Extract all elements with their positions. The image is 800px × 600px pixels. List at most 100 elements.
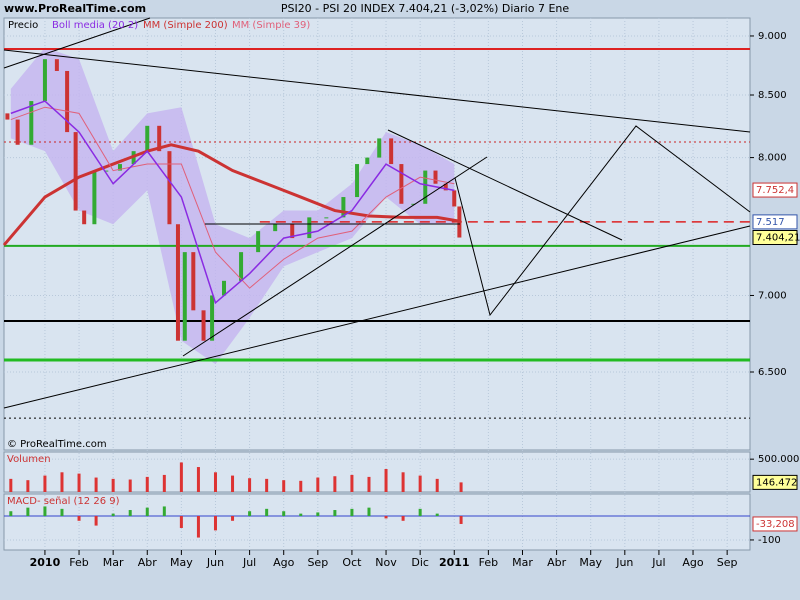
legend-boll: Boll media (20 2) <box>52 20 138 31</box>
candle <box>5 113 10 120</box>
candle <box>411 203 416 205</box>
volume-bar <box>179 462 183 492</box>
y-tick-label: 500.000 <box>758 454 799 465</box>
value-box <box>752 182 798 198</box>
value-box <box>752 474 798 490</box>
candle <box>29 101 34 145</box>
value-box-label: 7.752,4 <box>756 185 794 196</box>
volume-bar <box>111 478 115 492</box>
value-box-label: 7.404,21 <box>756 233 800 244</box>
macd-panel <box>3 493 751 551</box>
volume-bar <box>196 467 200 492</box>
macd-bar <box>333 510 337 517</box>
x-tick-label: 2011 <box>439 556 470 569</box>
volume-bar <box>248 478 252 492</box>
volume-bar <box>77 473 81 492</box>
volume-panel <box>3 451 751 493</box>
trend-line <box>3 225 751 409</box>
volume-bar <box>282 480 286 492</box>
y-tick-label: 6.500 <box>758 367 787 378</box>
candle <box>443 183 448 191</box>
x-tick-label: May <box>170 556 193 569</box>
volume-bar <box>350 474 354 492</box>
macd-bar <box>265 508 269 517</box>
x-tick-label: Abr <box>547 556 567 569</box>
macd-bar <box>231 516 235 521</box>
trend-line <box>3 49 751 133</box>
candle <box>256 231 261 253</box>
legend-price: Precio <box>8 20 38 31</box>
x-tick-label: Ago <box>682 556 704 569</box>
macd-bar <box>179 516 183 528</box>
x-tick-label: May <box>579 556 602 569</box>
candle <box>201 310 206 341</box>
copyright: © ProRealTime.com <box>7 439 107 450</box>
volume-bar <box>333 476 337 492</box>
y-tick-label: 8.000 <box>758 153 787 164</box>
x-tick-label: Nov <box>375 556 397 569</box>
ma200-line <box>2 143 462 247</box>
candle <box>273 224 278 232</box>
macd-bar <box>282 511 286 517</box>
candle <box>324 217 329 219</box>
candle <box>191 252 196 311</box>
volume-bar <box>384 469 388 492</box>
candle <box>341 197 346 218</box>
legend-ma200: MM (Simple 200) <box>143 20 228 31</box>
volume-bar <box>162 474 166 492</box>
candle <box>389 138 394 165</box>
x-tick-label: Mar <box>512 556 533 569</box>
macd-bar <box>145 507 149 517</box>
volume-bar <box>299 480 303 492</box>
volume-bar <box>401 472 405 492</box>
candle <box>175 224 180 341</box>
value-box-label: 7.517 <box>756 217 785 228</box>
candle <box>73 132 78 211</box>
candle <box>399 164 404 204</box>
volume-bar <box>231 475 235 492</box>
macd-bar <box>384 516 388 519</box>
value-box <box>752 214 798 230</box>
value-box <box>752 230 798 246</box>
macd-bar <box>128 510 132 517</box>
macd-bar <box>418 508 422 517</box>
value-box <box>752 516 798 532</box>
x-tick-label: Jun <box>615 556 633 569</box>
candle <box>167 151 172 225</box>
y-tick-label: 8.500 <box>758 90 787 101</box>
macd-bar <box>94 516 98 526</box>
macd-bar <box>196 516 200 538</box>
volume-title: Volumen <box>7 454 51 465</box>
projection-line <box>454 125 751 317</box>
y-tick-label: -100 <box>758 535 781 546</box>
x-tick-label: Feb <box>479 556 498 569</box>
macd-bar <box>435 513 439 517</box>
volume-bar <box>435 478 439 492</box>
macd-bar <box>367 507 371 517</box>
macd-bar <box>26 507 30 517</box>
value-box-label: 146.472 <box>756 477 797 488</box>
volume-bar <box>94 477 98 492</box>
trend-lines <box>3 17 751 409</box>
volume-bar <box>43 475 47 492</box>
macd-bar <box>350 508 354 517</box>
volume-bar <box>265 478 269 492</box>
candle <box>452 190 457 207</box>
candle <box>423 170 428 204</box>
x-tick-label: Abr <box>138 556 158 569</box>
candle <box>239 252 244 281</box>
x-tick-label: Mar <box>103 556 124 569</box>
macd-bar <box>60 508 64 517</box>
candle <box>82 210 87 225</box>
candle <box>117 164 122 171</box>
volume-bar <box>213 472 217 492</box>
volume-bar <box>60 472 64 492</box>
y-tick-label: 9.000 <box>758 31 787 42</box>
candle <box>377 138 382 158</box>
candle <box>42 59 47 102</box>
x-tick-label: Sep <box>717 556 738 569</box>
macd-bar <box>77 516 81 521</box>
macd-bar <box>316 512 320 517</box>
price-panel <box>3 17 751 451</box>
